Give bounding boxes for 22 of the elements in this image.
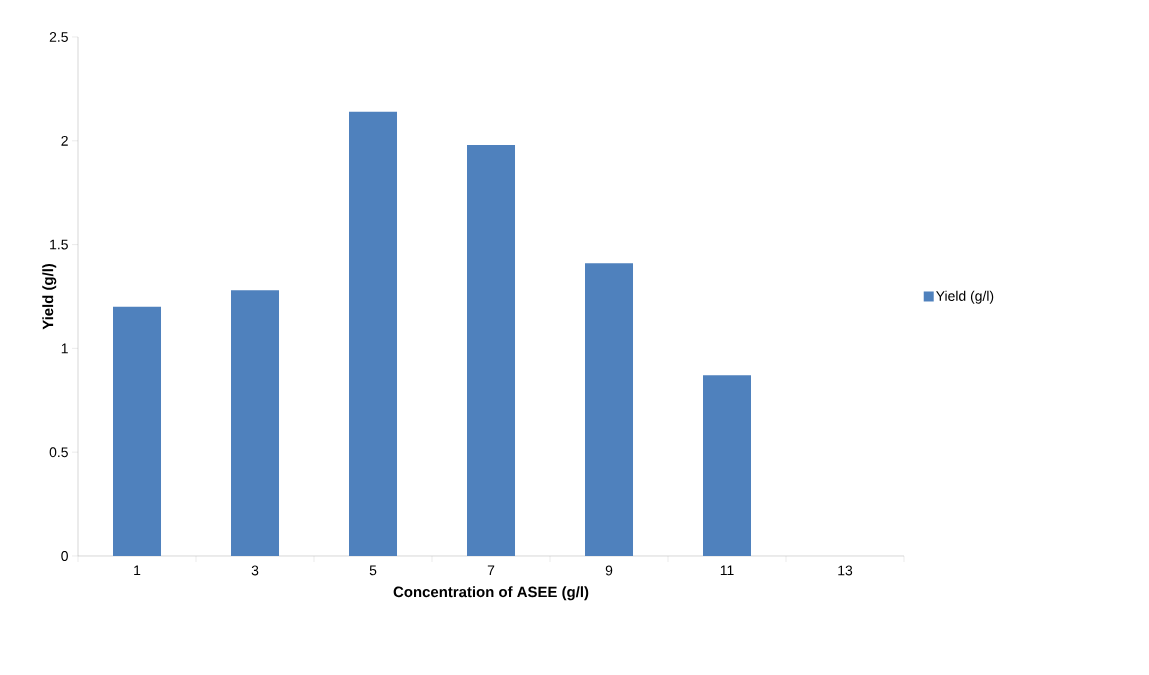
- x-tick-label: 1: [134, 565, 141, 576]
- y-tick-label: 2: [61, 135, 68, 146]
- bar: [703, 375, 752, 556]
- y-tick-label: 0.5: [49, 447, 68, 458]
- bar: [467, 144, 516, 556]
- bar: [585, 263, 634, 556]
- x-tick-label: 11: [720, 565, 734, 576]
- x-tick-label: 9: [605, 565, 613, 576]
- y-tick-label: 2.5: [49, 32, 68, 42]
- x-tick-label: 13: [838, 565, 853, 576]
- bar: [113, 306, 162, 556]
- bar: [349, 111, 398, 556]
- y-axis-title: Yield (g/l): [42, 263, 57, 330]
- y-tick-label: 1: [61, 343, 68, 354]
- y-tick-label: 0: [61, 551, 68, 561]
- x-tick-label: 3: [251, 565, 259, 576]
- legend-label: Yield (g/l): [936, 290, 994, 304]
- x-axis-title: Concentration of ASEE (g/l): [393, 586, 589, 601]
- bar: [231, 290, 280, 556]
- x-tick-label: 7: [487, 565, 495, 576]
- x-tick-label: 5: [369, 565, 377, 576]
- y-tick-label: 1.5: [50, 239, 68, 250]
